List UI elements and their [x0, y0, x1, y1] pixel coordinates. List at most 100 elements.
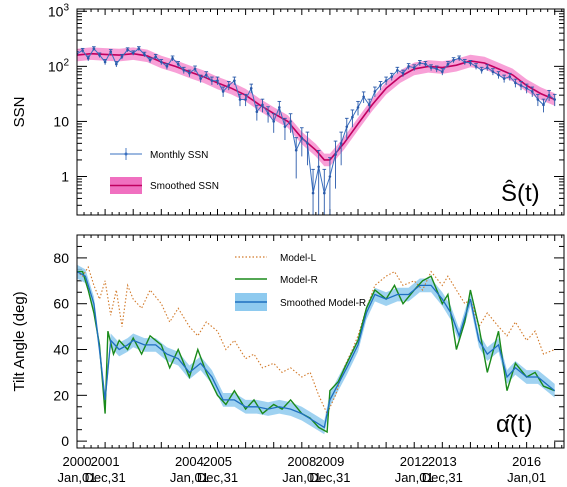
monthly-ssn-point	[351, 115, 354, 119]
monthly-ssn-point	[92, 47, 96, 50]
monthly-ssn-point	[266, 112, 270, 115]
y-tick-label: 80	[53, 250, 69, 266]
y-tick-label: 103	[48, 2, 70, 19]
x-tick-label-date: Jan,01	[507, 470, 546, 485]
monthly-ssn-point	[165, 65, 169, 68]
y-tick-label: 0	[61, 433, 69, 449]
monthly-ssn-point	[137, 47, 141, 50]
monthly-ssn-point	[238, 98, 242, 101]
monthly-ssn-point	[322, 191, 326, 195]
x-tick-label-year: 2013	[428, 454, 457, 469]
legend-smoothed-label: Smoothed SSN	[150, 181, 219, 192]
monthly-ssn-point	[160, 60, 163, 64]
smoothed-model-r-band	[77, 264, 555, 435]
monthly-ssn-point	[530, 90, 534, 93]
monthly-ssn-point	[345, 125, 349, 129]
monthly-ssn-point	[210, 79, 214, 82]
monthly-ssn-point	[519, 84, 523, 87]
monthly-ssn-point	[171, 57, 174, 60]
y-tick-label: 102	[48, 57, 70, 74]
ssn-curve-label: Ŝ(t)	[501, 179, 540, 207]
monthly-ssn-point	[115, 62, 118, 66]
monthly-ssn-point	[221, 90, 225, 93]
monthly-ssn-point	[317, 165, 320, 169]
tilt-curve-label: α̂(t)	[496, 411, 533, 438]
x-tick-label-year: 2009	[315, 454, 344, 469]
monthly-ssn-point	[362, 95, 365, 99]
monthly-ssn-point	[182, 68, 186, 72]
x-tick-label-date: Dec,31	[84, 470, 125, 485]
monthly-ssn-point	[289, 120, 292, 123]
monthly-ssn-point	[407, 65, 410, 68]
monthly-ssn-point	[514, 81, 517, 85]
tilt-frame	[76, 234, 565, 449]
monthly-ssn-point	[109, 50, 113, 53]
monthly-ssn-point	[255, 110, 259, 114]
monthly-ssn-point	[463, 60, 467, 64]
monthly-ssn-point	[188, 71, 191, 75]
ssn-y-axis-title: SSN	[11, 97, 28, 128]
monthly-ssn-point	[249, 86, 253, 90]
monthly-ssn-point	[446, 62, 450, 66]
y-tick-label: 20	[53, 387, 69, 403]
monthly-ssn-point	[525, 86, 528, 90]
monthly-ssn-point	[131, 51, 135, 55]
x-tick-label-year: 2001	[91, 454, 120, 469]
monthly-ssn-point	[339, 142, 343, 145]
monthly-ssn-point	[390, 75, 394, 78]
monthly-ssn-point	[233, 79, 236, 82]
monthly-ssn-point	[401, 71, 405, 75]
legend-smoothed-model-r-label: Smoothed Model-R	[280, 298, 366, 309]
monthly-ssn-point	[334, 153, 337, 156]
x-axis-labels: 2000Jan,012001Dec,312004Jan,012005Dec,31…	[57, 454, 546, 485]
monthly-ssn-point	[469, 61, 472, 65]
x-tick-label-date: Dec,31	[309, 470, 350, 485]
monthly-ssn-point	[294, 148, 298, 152]
monthly-ssn-point	[199, 77, 202, 80]
monthly-ssn-point	[148, 58, 152, 62]
monthly-ssn-point	[328, 175, 332, 178]
monthly-ssn-point	[474, 65, 478, 68]
monthly-ssn-point	[429, 66, 433, 69]
x-tick-label-date: Jan,01	[170, 470, 209, 485]
tilt-y-axis-title: Tilt Angle (deg)	[11, 291, 28, 391]
monthly-ssn-point	[278, 106, 281, 109]
monthly-ssn-point	[373, 90, 377, 93]
monthly-ssn-point	[491, 70, 495, 73]
monthly-ssn-point	[120, 55, 124, 58]
monthly-ssn-point	[356, 106, 360, 109]
monthly-ssn-point	[542, 103, 545, 107]
x-tick-label-year: 2008	[287, 454, 316, 469]
x-tick-label-year: 2016	[512, 454, 541, 469]
tilt-panel: 0 20 40 60 80 Model-L Model-R Smoothed Model-R α…	[11, 234, 565, 449]
monthly-ssn-point	[126, 48, 129, 52]
x-tick-label-date: Jan,01	[57, 470, 96, 485]
x-tick-label-date: Dec,31	[197, 470, 238, 485]
x-tick-label-date: Jan,01	[282, 470, 321, 485]
monthly-ssn-point	[396, 68, 399, 72]
ssn-plot-area	[77, 46, 557, 215]
smoothed-model-r-line	[77, 271, 556, 429]
monthly-ssn-point	[154, 55, 157, 58]
monthly-ssn-point	[553, 98, 557, 101]
monthly-ssn-point	[244, 98, 247, 101]
monthly-ssn-point	[227, 84, 231, 87]
monthly-ssn-point	[452, 58, 455, 62]
monthly-ssn-point	[508, 75, 512, 78]
ssn-panel: 1 10 102 103 Monthly SSN Smoothed SSN Ŝ(t) SSN	[11, 2, 565, 216]
x-tick-label-year: 2012	[400, 454, 429, 469]
ssn-frame	[76, 8, 565, 216]
monthly-ssn-point	[435, 67, 438, 71]
monthly-ssn-point	[485, 66, 489, 69]
monthly-ssn-point	[311, 191, 315, 195]
smoothed-ssn-band	[77, 47, 555, 167]
y-tick-label: 40	[53, 342, 69, 358]
monthly-ssn-point	[103, 60, 107, 64]
monthly-ssn-point	[216, 79, 219, 82]
monthly-ssn-point	[502, 77, 506, 80]
monthly-ssn-point	[497, 73, 500, 77]
tilt-plot-area	[77, 264, 556, 435]
monthly-ssn-point	[86, 57, 90, 60]
monthly-ssn-point	[272, 120, 276, 123]
